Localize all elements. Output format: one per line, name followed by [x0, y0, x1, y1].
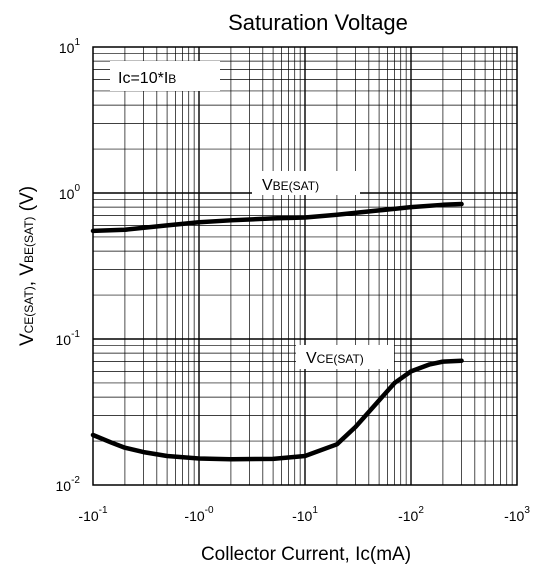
- series-label-vbe-main: V: [262, 177, 273, 194]
- x-axis-title: Collector Current, Ic(mA): [201, 544, 411, 565]
- annotation-sub: B: [168, 72, 176, 86]
- y-tick-label: 101: [59, 37, 81, 56]
- svg-text:VCE(SAT): VCE(SAT): [306, 350, 364, 367]
- series-line-vce-sat: [90, 358, 464, 462]
- series-label-vce: VCE(SAT): [296, 345, 394, 369]
- series-layer: [90, 201, 464, 462]
- x-tick-label: -103: [504, 505, 530, 524]
- x-tick-label: -10-0: [184, 505, 214, 524]
- annotation-box: Ic=10*IB: [110, 61, 220, 91]
- series-label-vce-main: V: [306, 350, 317, 367]
- svg-text:Ic=10*IB: Ic=10*IB: [118, 70, 176, 87]
- x-tick-label: -10-1: [78, 505, 108, 524]
- chart-title: Saturation Voltage: [228, 10, 408, 35]
- series-label-vce-sub: CE(SAT): [317, 352, 364, 366]
- y-tick-label: 10-2: [56, 475, 81, 494]
- y-tick-label: 100: [59, 183, 81, 202]
- plot-frame: [92, 46, 518, 486]
- svg-text:VBE(SAT): VBE(SAT): [262, 177, 319, 194]
- x-tick-label: -102: [398, 505, 424, 524]
- series-line-vbe-sat: [90, 201, 464, 234]
- y-tick-label: 10-1: [56, 329, 81, 348]
- y-axis-title: VCE(SAT), VBE(SAT) (V): [17, 186, 38, 346]
- annotation-main: Ic=10*I: [118, 70, 168, 87]
- series-label-vbe-sub: BE(SAT): [273, 179, 319, 193]
- tick-labels: -10-1 -10-0 -101 -102 -103 10-2 10-1 100 101: [56, 37, 531, 524]
- grid: [93, 47, 517, 485]
- x-tick-label: -101: [292, 505, 318, 524]
- series-label-vbe: VBE(SAT): [252, 171, 360, 195]
